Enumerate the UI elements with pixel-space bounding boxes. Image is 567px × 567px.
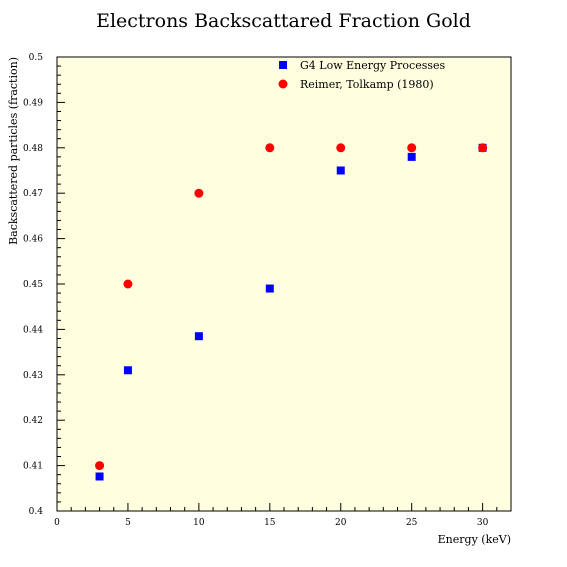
x-tick-label: 20 bbox=[335, 518, 347, 528]
legend-marker-1 bbox=[279, 61, 287, 69]
y-tick-label: 0.4 bbox=[29, 507, 44, 517]
series-2-point bbox=[407, 143, 417, 153]
y-tick-label: 0.41 bbox=[23, 462, 43, 472]
y-tick-label: 0.47 bbox=[23, 189, 43, 199]
series-2-point bbox=[123, 279, 133, 289]
x-tick-label: 5 bbox=[125, 518, 131, 528]
y-tick-label: 0.48 bbox=[23, 144, 43, 154]
series-1-point bbox=[123, 366, 132, 375]
series-2-point bbox=[336, 143, 346, 153]
axes: 0 5 10 15 20 25 30 0.4 0.41 0.42 0.43 0.44 0.45 0.46 0… bbox=[23, 53, 512, 528]
x-tick-label: 0 bbox=[54, 518, 60, 528]
y-tick-label: 0.5 bbox=[29, 53, 44, 63]
y-tick-label: 0.46 bbox=[23, 235, 43, 245]
data-marks bbox=[95, 143, 488, 481]
series-1-point bbox=[95, 472, 104, 481]
y-tick-label: 0.43 bbox=[23, 371, 43, 381]
legend-label-1: G4 Low Energy Processes bbox=[300, 59, 446, 72]
series-1-point bbox=[265, 284, 274, 293]
y-tick-label: 0.44 bbox=[23, 325, 43, 335]
y-tick-label: 0.49 bbox=[23, 98, 43, 108]
y-tick-label: 0.45 bbox=[23, 280, 43, 290]
y-axis-title: Backscattered particles (fraction) bbox=[7, 57, 20, 245]
x-tick-label: 15 bbox=[264, 518, 276, 528]
x-axis-title: Energy (keV) bbox=[438, 533, 511, 546]
series-2-point bbox=[194, 188, 204, 198]
legend: G4 Low Energy Processes Reimer, Tolkamp (… bbox=[278, 59, 446, 91]
x-tick-label: 30 bbox=[477, 518, 489, 528]
plot-area bbox=[56, 56, 512, 512]
chart-title: Electrons Backscattared Fraction Gold bbox=[96, 10, 471, 32]
x-tick-label: 10 bbox=[193, 518, 205, 528]
series-2-point bbox=[478, 143, 488, 153]
legend-label-2: Reimer, Tolkamp (1980) bbox=[300, 78, 434, 91]
series-1-point bbox=[336, 166, 345, 175]
x-tick-label: 25 bbox=[406, 518, 418, 528]
series-1-point bbox=[407, 152, 416, 161]
y-tick-label: 0.42 bbox=[23, 416, 43, 426]
legend-marker-2 bbox=[278, 79, 288, 89]
series-1-point bbox=[194, 332, 203, 341]
series-2-point bbox=[95, 461, 105, 471]
series-2-point bbox=[265, 143, 275, 153]
